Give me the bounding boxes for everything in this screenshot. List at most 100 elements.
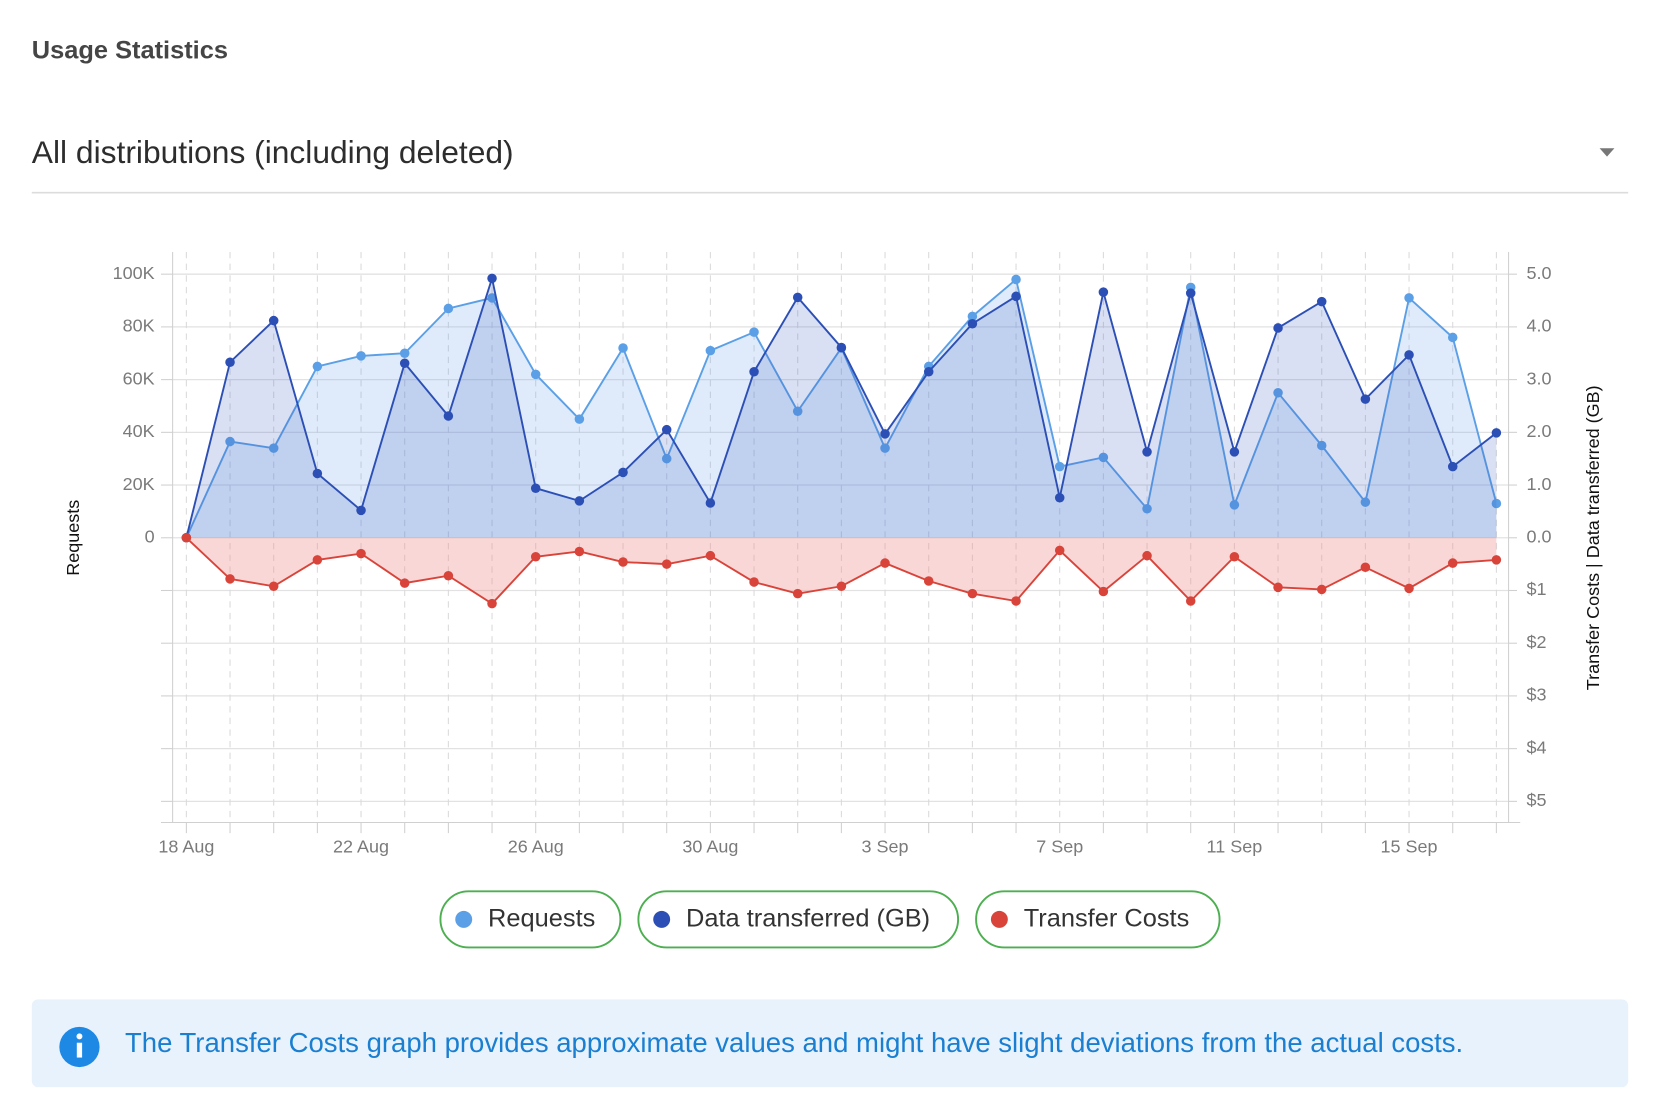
data-point bbox=[1098, 452, 1109, 463]
x-tick-label: 18 Aug bbox=[158, 837, 214, 857]
legend-pill[interactable] bbox=[439, 890, 622, 949]
data-point bbox=[923, 366, 934, 377]
data-point bbox=[487, 598, 497, 609]
data-point bbox=[1142, 447, 1152, 457]
y-tick-label: 80K bbox=[123, 316, 155, 336]
data-point bbox=[1316, 584, 1327, 595]
legend-item[interactable]: Transfer Costs bbox=[975, 890, 1221, 949]
data-point bbox=[1491, 428, 1502, 438]
chart: 0 20K 40K 60K 80K 100K 0.0 1.0 2.0 3.0 4.0 5.0 $1 $2 $… bbox=[63, 251, 1603, 857]
y-tick-label: 60K bbox=[123, 368, 155, 388]
dropdown-arrow[interactable] bbox=[1599, 148, 1615, 157]
y-tick-label: 40K bbox=[123, 421, 155, 441]
data-point bbox=[792, 588, 803, 599]
data-point bbox=[1054, 461, 1065, 472]
y-axis-title: Requests bbox=[63, 500, 83, 576]
notice-text: The Transfer Costs graph provides approx… bbox=[125, 1027, 1463, 1058]
x-tick-label: 26 Aug bbox=[508, 837, 564, 857]
info-icon-stem bbox=[76, 1042, 83, 1058]
data-point bbox=[836, 342, 847, 353]
data-point bbox=[1273, 323, 1283, 333]
data-point bbox=[792, 292, 803, 303]
data-point bbox=[487, 293, 497, 303]
data-point bbox=[1098, 586, 1109, 597]
y2-tick-label: 1.0 bbox=[1527, 474, 1552, 494]
y3-tick-label: $2 bbox=[1527, 632, 1547, 652]
data-point bbox=[530, 483, 541, 493]
data-point bbox=[792, 406, 803, 417]
data-point bbox=[530, 369, 541, 380]
data-point bbox=[880, 443, 890, 453]
data-point bbox=[487, 273, 497, 284]
y2-tick-label: 5.0 bbox=[1527, 263, 1552, 283]
legend-swatch[interactable] bbox=[455, 910, 473, 928]
data-point bbox=[1142, 550, 1152, 561]
data-point bbox=[1011, 274, 1021, 285]
data-point bbox=[923, 576, 934, 586]
y2-tick-label: 3.0 bbox=[1527, 368, 1552, 388]
data-point bbox=[356, 505, 366, 516]
data-point bbox=[1404, 350, 1414, 360]
data-point bbox=[1360, 497, 1371, 507]
y-tick-label: 100K bbox=[113, 263, 155, 283]
legend-swatch[interactable] bbox=[653, 910, 671, 928]
data-point bbox=[443, 570, 454, 581]
data-point bbox=[1447, 332, 1458, 343]
data-point bbox=[530, 551, 541, 562]
data-point bbox=[661, 453, 672, 464]
legend-pill[interactable] bbox=[975, 890, 1221, 949]
data-point bbox=[1098, 287, 1109, 297]
x-tick-label: 15 Sep bbox=[1381, 837, 1438, 857]
data-point bbox=[1229, 500, 1240, 510]
data-point bbox=[1360, 394, 1371, 404]
data-point bbox=[225, 357, 235, 367]
series-area bbox=[186, 278, 1497, 538]
data-point bbox=[1185, 596, 1196, 606]
x-tick-label: 11 Sep bbox=[1207, 837, 1263, 857]
data-point bbox=[356, 351, 366, 361]
notice-box bbox=[31, 999, 1629, 1088]
data-point bbox=[1054, 545, 1065, 556]
data-point bbox=[399, 348, 410, 359]
data-point bbox=[749, 366, 759, 377]
legend-pill[interactable] bbox=[637, 890, 960, 949]
legend-item[interactable]: Data transferred (GB) bbox=[637, 890, 960, 949]
data-point bbox=[268, 581, 279, 592]
data-point bbox=[1491, 498, 1502, 509]
info-icon-dot bbox=[76, 1033, 83, 1040]
data-point bbox=[1447, 558, 1458, 568]
y3-tick-label: $3 bbox=[1527, 685, 1547, 705]
legend-label[interactable]: Transfer Costs bbox=[1024, 905, 1190, 933]
data-point bbox=[1142, 504, 1152, 514]
distribution-dropdown[interactable]: All distributions (including deleted) bbox=[31, 134, 1629, 194]
y2-tick-label: 4.0 bbox=[1527, 316, 1552, 336]
data-point bbox=[661, 424, 672, 435]
data-point bbox=[749, 327, 759, 337]
data-point bbox=[1229, 447, 1240, 457]
legend-item[interactable]: Requests bbox=[439, 890, 622, 949]
dropdown-value[interactable]: All distributions (including deleted) bbox=[32, 134, 514, 170]
y3-tick-label: $1 bbox=[1527, 579, 1547, 599]
data-point bbox=[268, 443, 279, 453]
data-point bbox=[225, 436, 235, 447]
data-point bbox=[661, 559, 672, 569]
series-area bbox=[186, 537, 1497, 604]
data-point bbox=[705, 498, 716, 508]
data-point bbox=[1447, 461, 1458, 472]
data-point bbox=[836, 581, 847, 592]
data-point bbox=[574, 496, 585, 506]
legend-label[interactable]: Data transferred (GB) bbox=[686, 905, 930, 933]
data-point bbox=[880, 429, 890, 439]
data-point bbox=[356, 548, 366, 559]
data-point bbox=[1185, 288, 1196, 298]
data-point bbox=[1404, 293, 1414, 303]
x-tick-label: 7 Sep bbox=[1036, 837, 1083, 857]
legend-swatch[interactable] bbox=[990, 910, 1008, 928]
data-point bbox=[225, 574, 235, 584]
data-point bbox=[443, 303, 454, 314]
data-point bbox=[967, 588, 978, 599]
series-area bbox=[186, 279, 1497, 538]
legend-label[interactable]: Requests bbox=[488, 905, 595, 933]
data-point bbox=[705, 345, 716, 356]
y2-tick-label: 2.0 bbox=[1527, 421, 1552, 441]
